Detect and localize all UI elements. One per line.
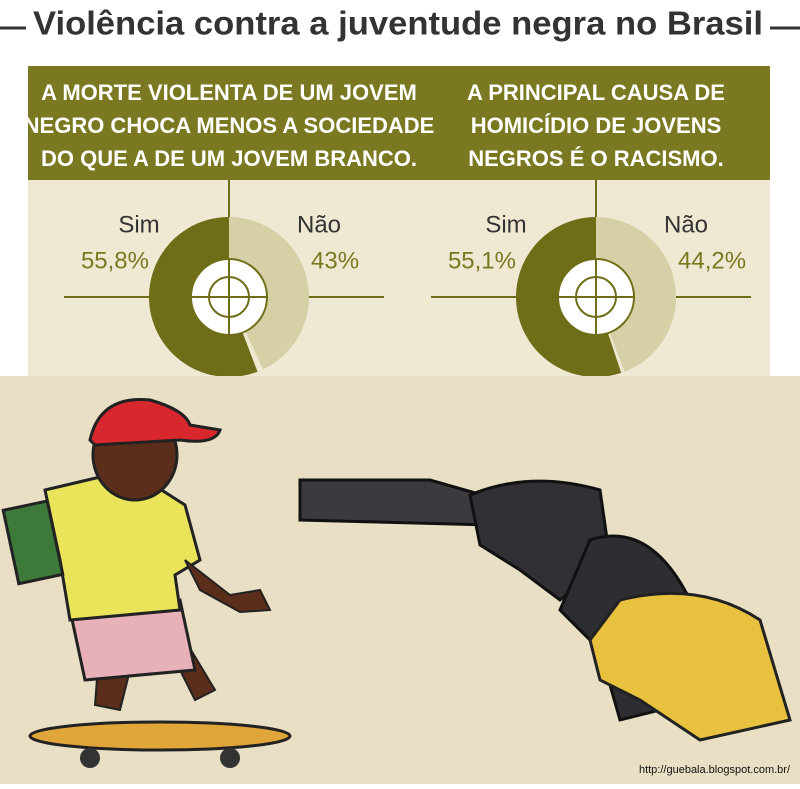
hand (588, 591, 792, 742)
chart-question: HOMICÍDIO DE JOVENS (471, 113, 722, 138)
inner-ring (575, 276, 617, 318)
cap (88, 398, 222, 447)
category-label: Sim (118, 211, 159, 238)
books (1, 499, 65, 586)
chart-question: A PRINCIPAL CAUSA DE (467, 80, 725, 105)
skateboard (28, 720, 292, 752)
donut-slice (515, 217, 622, 378)
value-label: 55,1% (448, 247, 516, 274)
donut-slice (229, 217, 309, 370)
inner-ring (208, 276, 250, 318)
wheel (220, 748, 240, 768)
value-label: 44,2% (678, 247, 746, 274)
arm (184, 559, 272, 614)
page-title: Violência contra a juventude negra no Br… (33, 5, 763, 42)
source-url: http://guebala.blogspot.com.br/ (639, 764, 791, 776)
chart-question: A MORTE VIOLENTA DE UM JOVEM (41, 80, 417, 105)
wheel (80, 748, 100, 768)
category-label: Não (664, 211, 708, 238)
panel-header (28, 66, 770, 180)
donut-slice (149, 217, 258, 377)
chart-question: NEGRO CHOCA MENOS A SOCIEDADE (24, 113, 435, 138)
value-label: 43% (311, 247, 359, 274)
donut-slice (596, 217, 676, 372)
chart-question: DO QUE A DE UM JOVEM BRANCO. (41, 146, 417, 171)
charts: A MORTE VIOLENTA DE UM JOVEM NEGRO CHOCA … (24, 80, 751, 378)
chart-question: NEGROS É O RACISMO. (468, 146, 723, 171)
cartoon (0, 376, 800, 784)
category-label: Sim (485, 211, 526, 238)
category-label: Não (297, 211, 341, 238)
value-label: 55,8% (81, 247, 149, 274)
